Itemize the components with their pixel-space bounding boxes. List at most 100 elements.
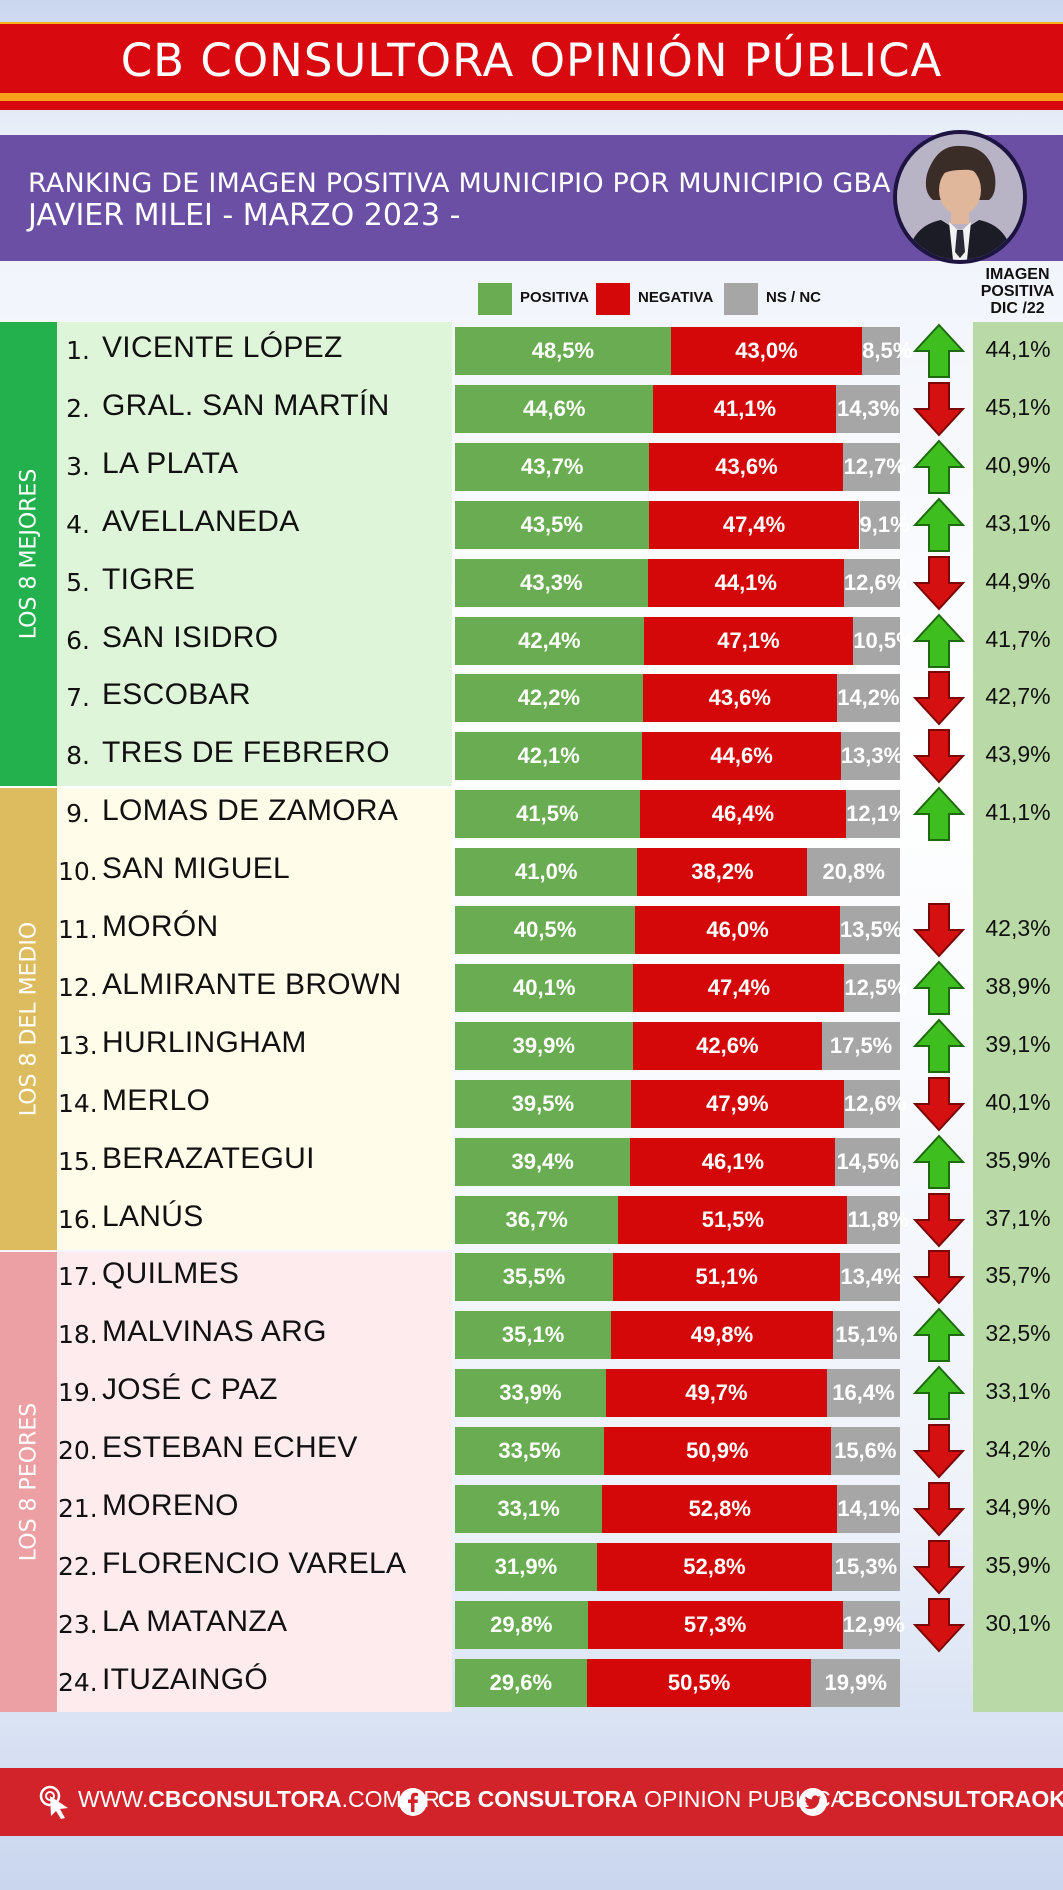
- bar-nsnc: 17,5%: [822, 1021, 900, 1070]
- bar-nsnc-label: 15,1%: [835, 1322, 898, 1348]
- bar-nsnc-label: 9,1%: [859, 511, 910, 537]
- portrait-avatar: [893, 130, 1027, 264]
- group-bar-mejores: LOS 8 MEJORES: [0, 322, 57, 786]
- row-dic-value: 43,1%: [985, 509, 1051, 536]
- header-stripe: [0, 93, 1063, 101]
- bar-nsnc-label: 12,6%: [843, 569, 907, 595]
- row-rank: 16.: [58, 1204, 98, 1234]
- legend-swatch-nsnc: [724, 283, 758, 315]
- footer-twitter[interactable]: CBCONSULTORAOK: [838, 1786, 1063, 1813]
- arrow-up-icon: [913, 1134, 965, 1189]
- bar-negativa: 51,5%: [618, 1195, 848, 1244]
- bar-negativa-label: 46,4%: [711, 801, 775, 827]
- bar-positiva-label: 29,8%: [490, 1611, 553, 1637]
- bar-negativa-label: 43,0%: [735, 338, 798, 363]
- row-rank: 12.: [58, 972, 98, 1002]
- bar-negativa-label: 42,6%: [696, 1032, 759, 1058]
- bar-nsnc-label: 12,5%: [844, 974, 907, 1000]
- row-municipio-name: ESTEBAN ECHEV: [102, 1431, 358, 1465]
- row-municipio-name: SAN MIGUEL: [102, 852, 291, 886]
- bar-negativa-label: 51,5%: [701, 1206, 765, 1232]
- row-municipio-name: SAN ISIDRO: [102, 620, 279, 654]
- bar-negativa-label: 38,2%: [691, 859, 754, 885]
- row-dic-value: 42,7%: [985, 683, 1051, 710]
- bar-positiva-label: 35,1%: [501, 1322, 565, 1348]
- bar-negativa-label: 50,9%: [686, 1438, 749, 1464]
- group-label-mejores: LOS 8 MEJORES: [16, 468, 41, 640]
- row-dic-value: 34,9%: [985, 1494, 1051, 1520]
- footer-website[interactable]: WWW.CBCONSULTORA.COM.AR: [78, 1786, 440, 1813]
- cursor-click-icon: [39, 1785, 68, 1819]
- bar-negativa: 46,0%: [635, 906, 840, 954]
- dic-header-line-3: DIC /22: [990, 300, 1045, 317]
- bar-nsnc-label: 12,9%: [842, 1611, 905, 1637]
- bar-nsnc-label: 14,1%: [837, 1496, 900, 1521]
- bar-nsnc: 12,7%: [843, 442, 906, 491]
- bar-positiva: 36,7%: [455, 1195, 619, 1244]
- row-rank: 11.: [58, 915, 98, 944]
- legend-swatch-positiva: [478, 283, 512, 315]
- bar-nsnc: 15,1%: [832, 1311, 900, 1360]
- footer-website-bold: CBCONSULTORA: [148, 1786, 342, 1812]
- arrow-down-icon: [913, 729, 965, 784]
- row-rank: 23.: [58, 1609, 98, 1639]
- row-municipio-name: LA MATANZA: [102, 1604, 288, 1638]
- bar-positiva: 33,5%: [455, 1427, 605, 1476]
- row-rank: 17.: [58, 1262, 98, 1292]
- row-municipio-name: LOMAS DE ZAMORA: [102, 794, 399, 828]
- bar-nsnc: 11,8%: [847, 1195, 909, 1244]
- bar-nsnc: 12,6%: [843, 558, 907, 607]
- row-municipio-name: MALVINAS ARG: [102, 1315, 327, 1349]
- row-rank: 9.: [66, 799, 90, 829]
- bar-negativa: 47,4%: [633, 963, 845, 1012]
- bar-negativa: 46,4%: [639, 790, 847, 839]
- bar-nsnc-label: 14,5%: [836, 1148, 899, 1174]
- header-banner: CB CONSULTORA OPINIÓN PÚBLICA: [0, 22, 1063, 110]
- footer-facebook-bold: CB CONSULTORA: [438, 1786, 638, 1812]
- row-rank: 14.: [58, 1088, 98, 1118]
- bar-negativa-label: 47,4%: [707, 974, 771, 1000]
- legend-label-nsnc: NS / NC: [766, 289, 822, 306]
- bar-positiva: 40,1%: [455, 963, 634, 1012]
- footer-facebook[interactable]: CB CONSULTORA OPINION PUBLICA: [438, 1786, 846, 1813]
- bar-nsnc-label: 12,6%: [843, 1090, 907, 1116]
- bar-positiva-label: 40,1%: [513, 974, 576, 1000]
- row-dic-value: 35,9%: [985, 1551, 1051, 1578]
- row-dic-value: 40,9%: [985, 451, 1051, 478]
- bar-positiva-label: 42,2%: [517, 685, 581, 711]
- bar-positiva: 33,1%: [455, 1485, 603, 1533]
- row-dic-value: 45,1%: [985, 393, 1051, 420]
- bar-nsnc: 15,6%: [830, 1427, 900, 1476]
- row-municipio-name: HURLINGHAM: [102, 1025, 307, 1059]
- bar-nsnc-label: 13,3%: [840, 743, 904, 769]
- bar-positiva-label: 42,1%: [517, 743, 580, 769]
- bar-positiva-label: 42,4%: [518, 627, 581, 653]
- twitter-icon: [799, 1788, 827, 1816]
- bar-positiva-label: 39,4%: [511, 1148, 574, 1174]
- row-municipio-name: ALMIRANTE BROWN: [102, 967, 402, 1001]
- bar-nsnc-label: 16,4%: [832, 1380, 895, 1406]
- bar-positiva-label: 33,5%: [498, 1438, 561, 1464]
- arrow-up-icon: [913, 786, 965, 842]
- header-title: CB CONSULTORA OPINIÓN PÚBLICA: [120, 34, 943, 87]
- group-bg-medio: [57, 788, 452, 1250]
- dic-header-line-1: IMAGEN: [985, 266, 1050, 283]
- bar-negativa-label: 41,1%: [713, 395, 777, 421]
- bar-nsnc: 20,8%: [807, 848, 900, 897]
- bar-nsnc-label: 13,5%: [839, 917, 903, 942]
- arrow-up-icon: [913, 1365, 965, 1421]
- row-rank: 15.: [58, 1146, 98, 1176]
- bar-nsnc-label: 10,5%: [853, 627, 916, 653]
- bar-negativa: 57,3%: [587, 1600, 843, 1649]
- row-municipio-name: MORENO: [102, 1489, 239, 1522]
- row-rank: 10.: [58, 857, 98, 887]
- bar-negativa-label: 44,1%: [714, 569, 777, 595]
- bar-positiva-label: 43,7%: [521, 453, 584, 479]
- bar-positiva: 43,5%: [455, 500, 649, 549]
- row-rank: 18.: [58, 1320, 98, 1350]
- bar-positiva: 40,5%: [455, 906, 636, 954]
- row-municipio-name: MORÓN: [102, 910, 219, 943]
- arrow-down-icon: [913, 671, 965, 726]
- bar-positiva: 29,8%: [455, 1600, 588, 1649]
- bar-positiva-label: 35,5%: [502, 1264, 566, 1290]
